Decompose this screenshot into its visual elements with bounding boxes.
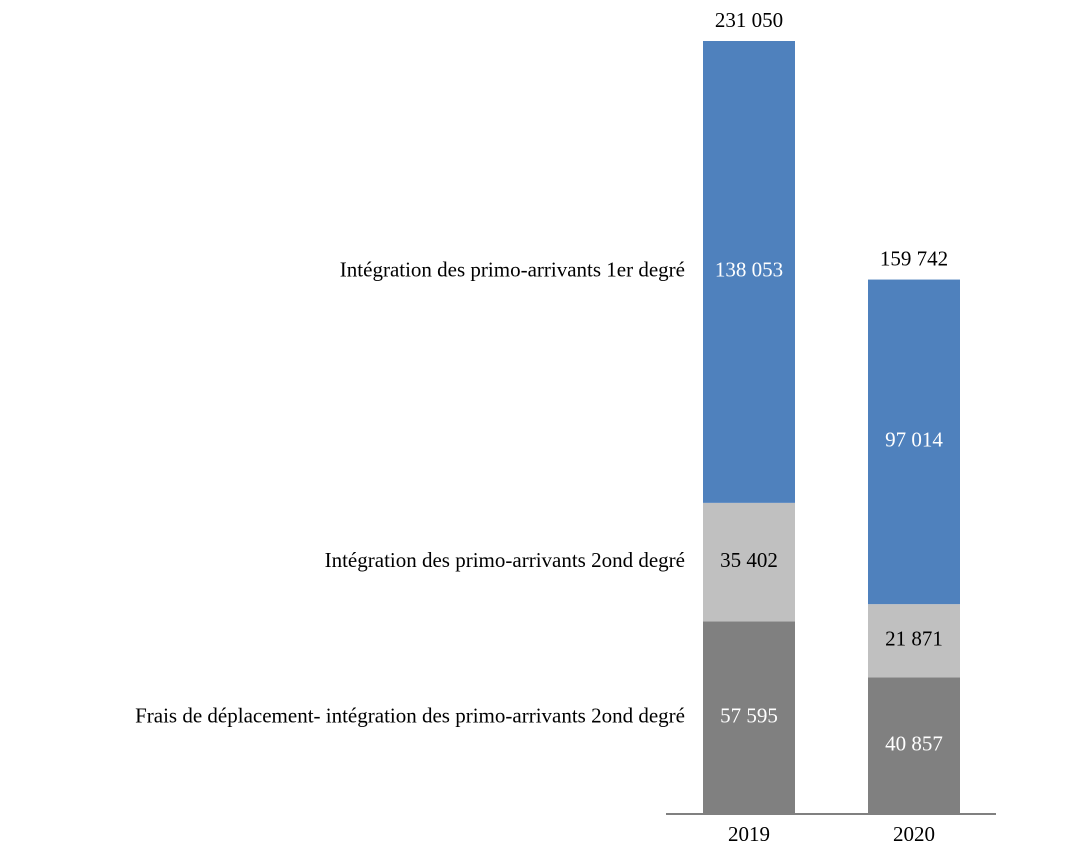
data-label: 57 595 [720, 703, 778, 727]
data-label: 35 402 [720, 548, 778, 572]
bar-segment [703, 41, 795, 503]
x-tick-label: 2019 [728, 822, 770, 846]
bar-segment [703, 502, 795, 622]
data-label: 138 053 [715, 258, 783, 282]
series-label: Frais de déplacement- intégration des pr… [135, 703, 685, 727]
bar-segment [868, 279, 960, 605]
data-label: 21 871 [885, 627, 943, 651]
total-label: 231 050 [715, 8, 783, 32]
bar-segment [703, 621, 795, 814]
data-label: 40 857 [885, 731, 943, 755]
series-label: Intégration des primo-arrivants 1er degr… [340, 258, 685, 282]
series-label: Intégration des primo-arrivants 2ond deg… [325, 548, 685, 572]
total-label: 159 742 [880, 246, 948, 270]
x-tick-label: 2020 [893, 822, 935, 846]
bar-segment [868, 677, 960, 814]
data-label: 97 014 [885, 428, 943, 452]
bar-segment [868, 604, 960, 678]
